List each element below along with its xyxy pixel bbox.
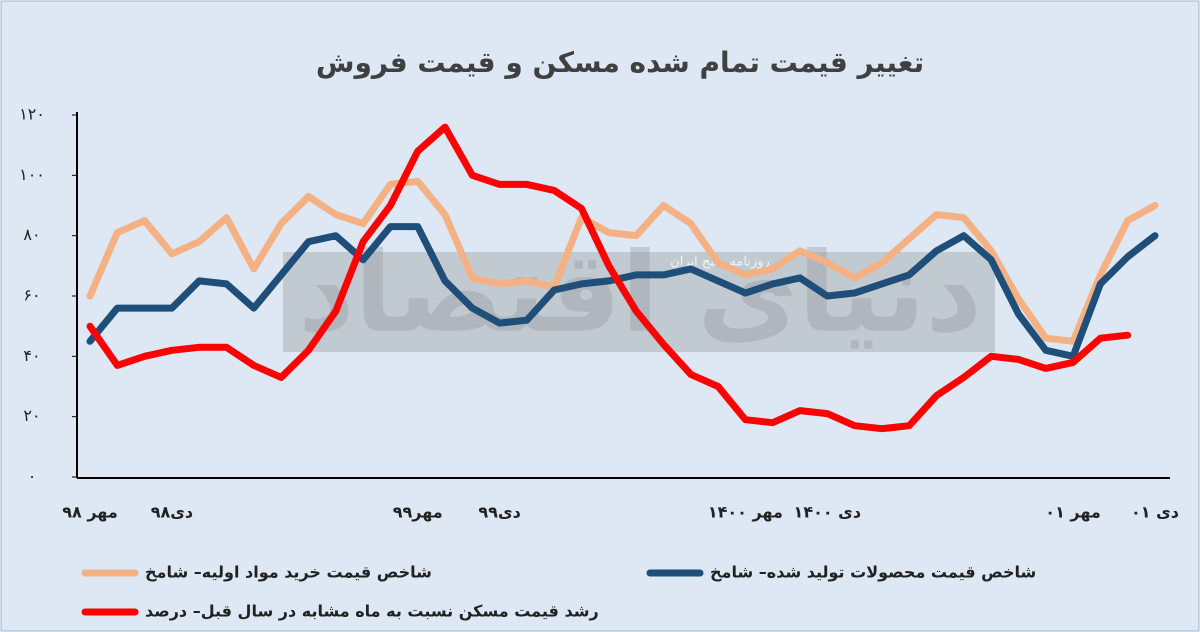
series-line — [86, 123, 1132, 433]
legend-label: شاخص قیمت خرید مواد اولیه– شامخ — [145, 563, 432, 582]
x-tick-label: دی ۰۱ — [1131, 503, 1179, 522]
y-tick-label: ۴۰ — [23, 346, 40, 365]
x-tick-label: مهر ۰۱ — [1045, 503, 1101, 522]
x-tick-label: دی۹۹ — [478, 503, 520, 522]
x-tick-label: مهر ۱۴۰۰ — [708, 503, 783, 522]
y-tick-label: ۲۰ — [23, 406, 40, 425]
watermark: دنیای اقتصاد — [298, 228, 982, 356]
y-tick-label: ۱۰۰ — [19, 165, 45, 184]
x-tick-label: دی ۱۴۰۰ — [794, 503, 862, 522]
legend-label: رشد قیمت مسکن نسبت به ماه مشابه در سال ق… — [145, 602, 599, 621]
series-line — [86, 223, 1159, 360]
legend-label: شاخص قیمت محصولات تولید شده– شامخ — [710, 563, 1036, 582]
y-tick-label: ۱۲۰ — [19, 105, 45, 124]
series-line — [86, 177, 1159, 345]
x-tick-label: دی۹۸ — [151, 503, 193, 522]
x-tick-label: مهر ۹۸ — [62, 503, 118, 522]
chart-title: تغییر قیمت تمام شده مسکن و قیمت فروش — [316, 46, 924, 79]
x-tick-label: مهر۹۹ — [393, 503, 443, 522]
y-tick-label: ۸۰ — [23, 225, 40, 244]
y-tick-label: ۶۰ — [23, 286, 40, 305]
y-tick-label: ۰ — [28, 467, 37, 486]
